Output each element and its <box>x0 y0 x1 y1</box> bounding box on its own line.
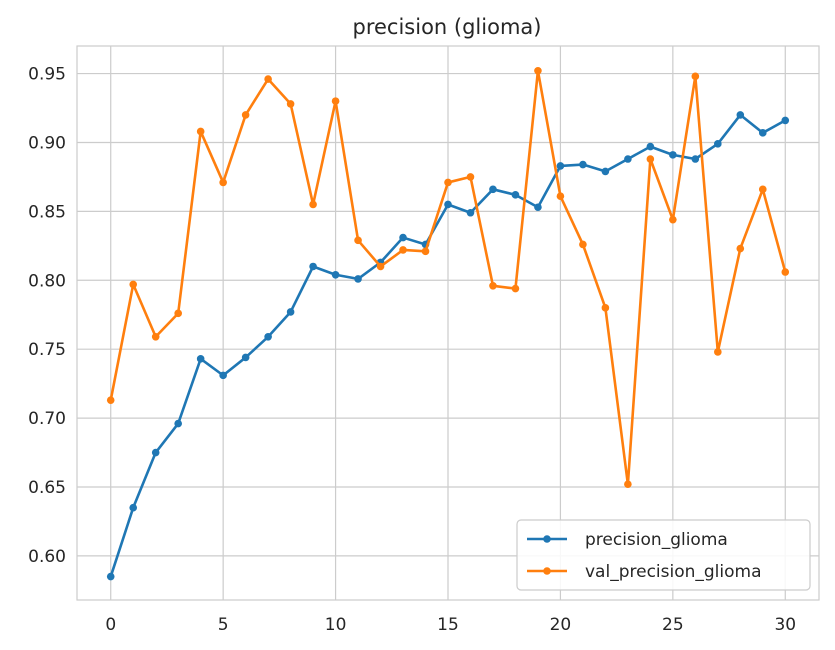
data-point <box>219 178 227 187</box>
x-tick-label: 25 <box>662 615 684 635</box>
data-point <box>646 155 655 163</box>
data-point <box>286 308 295 316</box>
data-point <box>736 244 745 253</box>
data-point <box>489 281 497 290</box>
data-point <box>714 348 722 356</box>
data-point <box>601 304 610 312</box>
legend: precision_glioma val_precision_glioma <box>516 519 811 591</box>
y-tick-label: 0.75 <box>28 340 66 360</box>
data-point <box>309 200 317 209</box>
x-tick-label: 15 <box>437 615 459 635</box>
data-point <box>151 332 160 341</box>
data-point <box>241 111 250 119</box>
data-point <box>241 353 250 362</box>
data-point <box>399 233 407 242</box>
data-point <box>331 270 340 279</box>
legend-swatch-marker <box>543 535 551 543</box>
data-point <box>151 448 160 457</box>
data-point <box>399 246 407 254</box>
y-tick-label: 0.80 <box>28 271 66 291</box>
data-point <box>354 275 362 283</box>
data-point <box>758 129 767 137</box>
data-point <box>691 72 700 81</box>
data-point <box>511 284 520 293</box>
data-point <box>174 309 182 318</box>
y-tick-label: 0.70 <box>28 409 66 429</box>
y-tick-label: 0.85 <box>28 202 66 222</box>
data-point <box>556 162 565 170</box>
data-point <box>556 192 565 201</box>
data-point <box>174 419 182 428</box>
data-point <box>466 208 475 217</box>
data-point <box>534 203 542 212</box>
series-val_precision_glioma <box>106 67 790 489</box>
data-point <box>331 97 340 105</box>
legend-swatch-marker <box>543 567 551 575</box>
x-tick-label: 10 <box>325 615 347 635</box>
tick-labels: 0 5 10 15 20 25 30 0.60 0.65 0.70 0.75 0.80 0.85 0.90… <box>28 65 796 635</box>
data-point <box>781 116 790 125</box>
data-point <box>444 178 452 187</box>
data-point <box>466 173 475 181</box>
data-point <box>264 75 272 83</box>
series-precision_glioma <box>106 111 790 581</box>
plot-area <box>76 45 820 601</box>
legend-label: precision_glioma <box>585 530 728 550</box>
data-point <box>309 262 317 271</box>
x-tick-label: 5 <box>218 615 229 635</box>
data-point <box>196 127 205 136</box>
data-point <box>129 503 138 512</box>
data-point <box>579 160 587 169</box>
y-tick-label: 0.90 <box>28 133 66 153</box>
data-point <box>376 262 385 271</box>
data-point <box>714 140 722 148</box>
data-point <box>489 185 497 194</box>
grid-lines <box>77 46 819 600</box>
data-point <box>601 167 610 176</box>
data-point <box>758 185 767 194</box>
data-point <box>579 240 587 249</box>
y-tick-label: 0.60 <box>28 547 66 567</box>
series-layer <box>106 67 790 581</box>
legend-box <box>516 519 811 591</box>
data-point <box>444 200 452 209</box>
data-point <box>421 247 430 256</box>
legend-label: val_precision_glioma <box>585 562 762 582</box>
y-tick-label: 0.95 <box>28 65 66 85</box>
data-point <box>286 100 295 108</box>
data-point <box>511 191 520 199</box>
y-tick-label: 0.65 <box>28 478 66 498</box>
data-point <box>106 396 115 404</box>
data-point <box>264 332 272 341</box>
x-tick-label: 30 <box>774 615 796 635</box>
data-point <box>219 371 227 380</box>
x-tick-label: 20 <box>550 615 572 635</box>
data-point <box>669 151 677 159</box>
data-point <box>736 111 745 119</box>
data-point <box>354 236 362 245</box>
x-tick-label: 0 <box>105 615 116 635</box>
data-point <box>106 572 115 581</box>
data-point <box>669 215 677 224</box>
data-point <box>534 67 542 75</box>
data-point <box>646 142 655 151</box>
chart-title: precision (glioma) <box>353 15 542 39</box>
data-point <box>196 355 205 363</box>
data-point <box>624 155 632 163</box>
data-point <box>781 268 790 276</box>
data-point <box>129 280 138 289</box>
data-point <box>624 480 632 489</box>
data-point <box>691 155 700 163</box>
